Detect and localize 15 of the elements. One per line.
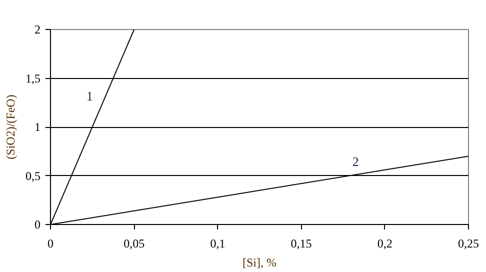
x-axis-title: [Si], % (242, 256, 276, 270)
y-tick-label: 1,5 (26, 71, 40, 86)
series-label: 2 (352, 154, 359, 170)
x-tick-label: 0 (48, 236, 54, 250)
y-tick-label: 2 (34, 22, 40, 36)
y-tick-label: 0,5 (26, 168, 40, 183)
y-axis-title: (SiO2)/(FeO) (4, 94, 18, 160)
series-label: 1 (86, 88, 93, 104)
x-tick-label: 0,1 (210, 236, 226, 250)
y-tick-label: 1 (34, 120, 40, 134)
x-tick-label: 0,2 (377, 236, 392, 250)
x-tick-label: 0,15 (290, 236, 312, 250)
y-tick-label: 0 (34, 218, 40, 232)
x-tick-label: 0,05 (124, 236, 145, 250)
x-tick-label: 0,25 (458, 236, 479, 250)
